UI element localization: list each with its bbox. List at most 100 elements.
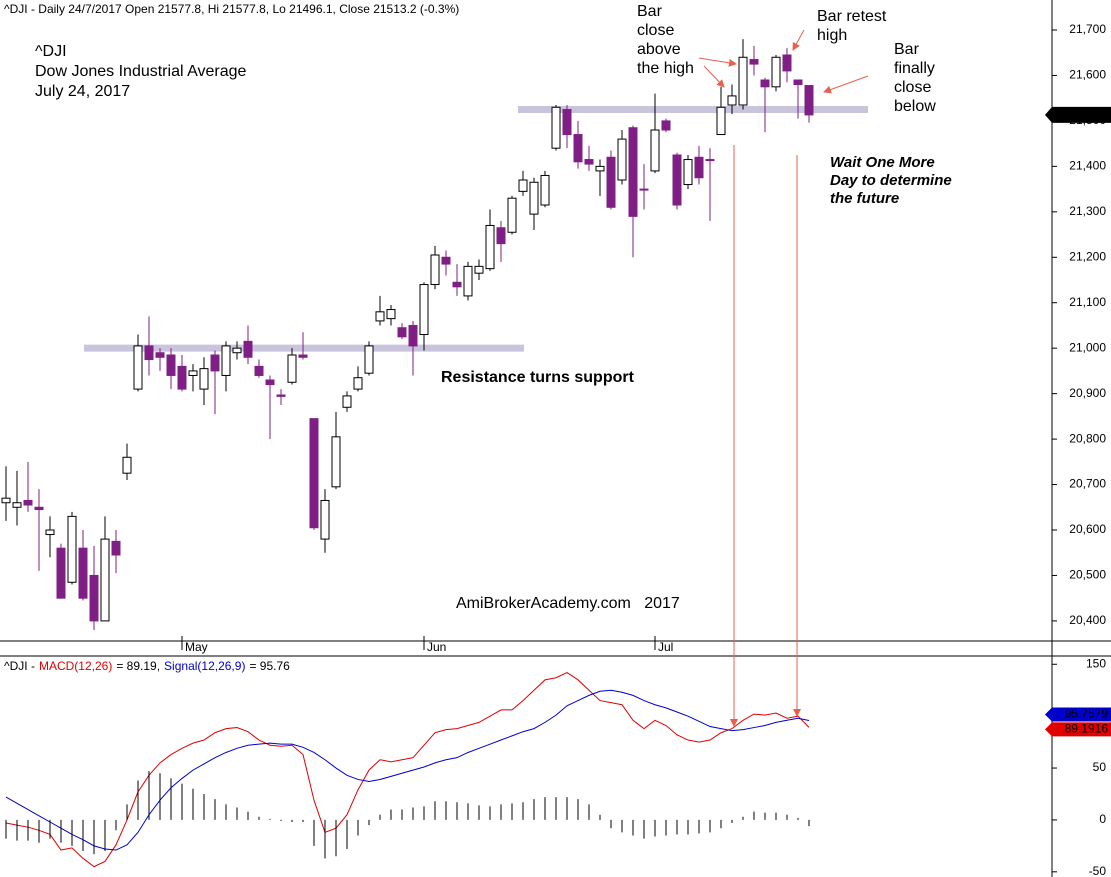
last-value-badge <box>1045 722 1111 737</box>
candle-body <box>133 345 143 390</box>
candle-body <box>221 345 231 376</box>
annotation: Day to determine <box>830 172 952 189</box>
candle-body <box>485 224 495 270</box>
candle-body <box>364 345 374 374</box>
annotation: finally <box>894 60 935 77</box>
legend-value: = 89.19, <box>116 659 160 673</box>
y-tick-label: 0 <box>1099 812 1106 826</box>
x-tick-label: Jun <box>427 640 446 654</box>
indicator-line <box>5 671 810 868</box>
annotation-arrow <box>823 75 869 94</box>
y-tick-label: 20,700 <box>1069 477 1106 491</box>
candle-body <box>166 354 176 376</box>
candle-body <box>793 79 803 86</box>
y-tick-label: 150 <box>1086 656 1106 670</box>
candle-body <box>771 56 781 88</box>
candle-body <box>188 370 198 376</box>
candle-body <box>331 436 341 488</box>
candle-body <box>617 138 627 181</box>
candle-body <box>782 54 792 72</box>
last-value-label: 95.7579 <box>1065 707 1109 721</box>
candle-body <box>507 197 517 233</box>
annotation: above <box>637 41 681 58</box>
candle-body <box>606 156 616 208</box>
annotation: July 24, 2017 <box>35 83 130 100</box>
annotation: Bar <box>637 3 663 20</box>
annotation-arrow <box>703 65 725 88</box>
legend-prefix: ^DJI - <box>4 659 35 673</box>
x-tick-label: Jul <box>658 640 673 654</box>
candle-body <box>738 56 748 106</box>
y-tick-label: 21,400 <box>1069 159 1106 173</box>
last-price-badge <box>1045 106 1111 123</box>
candle-body <box>342 395 352 408</box>
y-tick-label: 21,700 <box>1069 22 1106 36</box>
candle-body <box>45 529 55 536</box>
candle-body <box>67 515 77 583</box>
legend-value: = 95.76 <box>249 659 290 673</box>
y-tick-label: 20,600 <box>1069 522 1106 536</box>
candle-body <box>562 109 572 136</box>
annotation: Resistance turns support <box>441 369 635 386</box>
candle-body <box>628 127 638 217</box>
annotation: ^DJI <box>35 43 67 60</box>
y-tick-label: 20,800 <box>1069 431 1106 445</box>
candle-body <box>672 154 682 206</box>
candle-body <box>419 284 429 336</box>
annotation: high <box>817 27 847 44</box>
candle-body <box>287 354 297 383</box>
candle-body <box>529 181 539 215</box>
chart-header: ^DJI - Daily 24/7/2017 Open 21577.8, Hi … <box>4 2 459 16</box>
annotation: AmiBrokerAcademy.com 2017 <box>456 595 680 612</box>
candle-body <box>463 265 473 297</box>
candle-body <box>12 502 22 508</box>
candle-body <box>749 59 759 65</box>
candle-body <box>397 327 407 338</box>
y-tick-label: -50 <box>1089 864 1107 877</box>
candle-body <box>573 134 583 163</box>
candle-body <box>100 538 110 622</box>
candle-body <box>23 499 33 506</box>
candle-body <box>804 85 814 116</box>
candle-body <box>496 227 506 245</box>
annotation: Bar <box>894 41 920 58</box>
annotation: the future <box>830 190 899 207</box>
annotation: Wait One More <box>830 154 935 171</box>
candle-body <box>551 106 561 149</box>
candle-body <box>78 547 88 599</box>
y-tick-label: 20,400 <box>1069 613 1106 627</box>
candle-body <box>375 311 385 322</box>
annotation: Bar retest <box>817 8 887 25</box>
candle-body <box>243 340 253 358</box>
candle-body <box>177 365 187 390</box>
candle-body <box>683 159 693 186</box>
candle-body <box>89 574 99 622</box>
last-value-badge <box>1045 707 1111 722</box>
last-price-label: 21,513.2 <box>1061 107 1108 121</box>
candle-body <box>694 156 704 179</box>
candle-body <box>122 456 132 474</box>
candle-body <box>144 345 154 361</box>
candle-body <box>584 159 594 165</box>
candle-body <box>353 377 363 390</box>
candle-body <box>111 540 121 556</box>
x-tick-label: May <box>185 640 208 654</box>
candle-body <box>518 179 528 192</box>
candle-body <box>199 368 209 390</box>
y-tick-label: 21,000 <box>1069 340 1106 354</box>
candle-body <box>276 394 286 397</box>
indicator-line <box>5 689 810 851</box>
candle-body <box>56 547 66 599</box>
annotation: close <box>894 79 931 96</box>
candle-body <box>386 309 396 320</box>
y-tick-label: 21,100 <box>1069 295 1106 309</box>
candle-body <box>265 379 275 386</box>
y-tick-label: 21,300 <box>1069 204 1106 218</box>
candle-body <box>760 79 770 88</box>
annotation: Dow Jones Industrial Average <box>35 63 246 80</box>
candle-body <box>661 120 671 131</box>
annotation: the high <box>637 60 694 77</box>
candle-body <box>210 354 220 372</box>
